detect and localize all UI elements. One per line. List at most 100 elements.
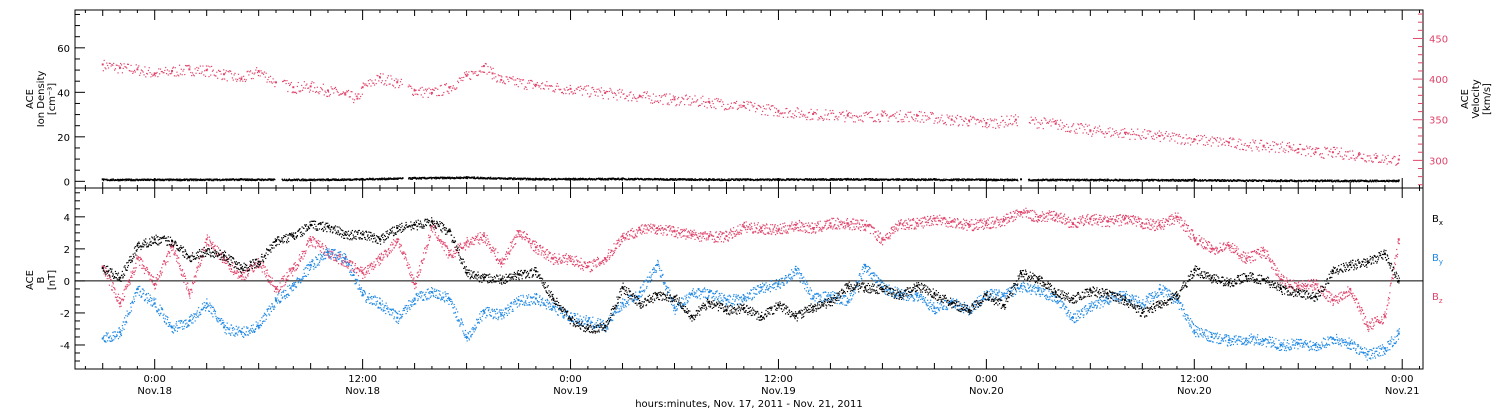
velocity-series-sample xyxy=(1218,141,1220,143)
velocity-series-sample xyxy=(345,91,347,94)
density-series-sample xyxy=(552,178,555,181)
velocity-series-sample xyxy=(704,101,707,103)
density-series-sample xyxy=(1078,180,1080,182)
velocity-series-sample xyxy=(690,102,693,104)
velocity-series-sample xyxy=(869,116,871,119)
velocity-series-sample xyxy=(1319,153,1322,155)
density-series-sample xyxy=(1152,180,1154,182)
velocity-series-sample xyxy=(1306,147,1309,149)
velocity-series-sample xyxy=(542,87,545,90)
density-series-sample xyxy=(263,178,265,181)
density-series-sample xyxy=(163,179,165,181)
velocity-series-sample xyxy=(1088,124,1090,126)
density-series-sample xyxy=(1098,180,1100,182)
density-series-sample xyxy=(818,179,820,181)
velocity-series-sample xyxy=(702,95,704,97)
density-series-sample xyxy=(631,179,634,181)
velocity-series-sample xyxy=(1212,142,1214,144)
density-series-sample xyxy=(245,179,247,181)
density-series-sample xyxy=(1065,179,1067,181)
density-series-sample xyxy=(327,179,330,181)
density-series-sample xyxy=(286,178,288,180)
density-series-sample xyxy=(294,179,296,182)
density-series-sample xyxy=(831,178,834,180)
density-series-sample xyxy=(458,176,461,178)
density-series-sample xyxy=(853,178,855,180)
density-series-sample xyxy=(706,179,708,181)
velocity-series-sample xyxy=(217,69,220,71)
velocity-series-sample xyxy=(1315,147,1317,149)
velocity-series-sample xyxy=(1158,130,1160,132)
velocity-series-sample xyxy=(1135,134,1137,136)
velocity-series-sample xyxy=(894,113,896,115)
density-series-sample xyxy=(1135,178,1137,181)
density-series-sample xyxy=(982,178,984,180)
velocity-series-sample xyxy=(1303,148,1305,150)
density-series-sample xyxy=(380,177,383,179)
density-series-sample xyxy=(832,179,834,181)
density-series-sample xyxy=(709,179,711,181)
velocity-series-sample xyxy=(502,80,505,82)
velocity-series-sample xyxy=(1048,120,1050,123)
density-series-sample xyxy=(178,180,180,182)
velocity-series-sample xyxy=(1007,125,1009,127)
density-series-sample xyxy=(162,178,164,180)
density-series-sample xyxy=(816,179,819,181)
velocity-series-sample xyxy=(1123,136,1125,138)
velocity-series-sample xyxy=(1079,123,1082,125)
density-series-sample xyxy=(741,179,743,181)
velocity-series-sample xyxy=(1225,140,1227,142)
density-series-sample xyxy=(738,178,740,180)
density-series-sample xyxy=(310,178,312,180)
density-series-sample xyxy=(1016,178,1018,180)
density-series-sample xyxy=(489,178,491,180)
density-series-sample xyxy=(1095,180,1098,182)
velocity-series-sample xyxy=(1373,154,1375,156)
velocity-series-sample xyxy=(736,100,738,103)
velocity-series-sample xyxy=(306,83,308,85)
density-series-sample xyxy=(758,179,760,181)
density-series-sample xyxy=(740,178,742,180)
density-series-sample xyxy=(1040,178,1042,181)
velocity-series-sample xyxy=(241,76,243,78)
velocity-series-sample xyxy=(1252,139,1254,141)
velocity-series-sample xyxy=(1264,146,1266,149)
velocity-series-sample xyxy=(639,96,642,98)
velocity-series-sample xyxy=(864,114,866,117)
density-series-sample xyxy=(654,177,656,180)
density-series-sample xyxy=(528,179,530,181)
density-series-sample xyxy=(737,178,739,180)
velocity-series-sample xyxy=(1050,125,1052,127)
velocity-series-sample xyxy=(693,101,695,103)
velocity-series-sample xyxy=(756,108,758,110)
velocity-series-sample xyxy=(1138,135,1141,137)
velocity-series-sample xyxy=(153,74,156,76)
density-series-sample xyxy=(511,178,514,181)
density-series-sample xyxy=(696,179,698,182)
velocity-series-sample xyxy=(396,81,398,83)
density-series-sample xyxy=(1145,179,1147,182)
density-series-sample xyxy=(783,178,785,181)
density-series-sample xyxy=(791,179,793,181)
density-series-sample xyxy=(129,179,131,181)
velocity-series-sample xyxy=(1358,152,1361,154)
velocity-series-sample xyxy=(1152,135,1154,137)
b-tick-label: -4 xyxy=(60,341,70,352)
density-series-sample xyxy=(1049,180,1051,182)
velocity-series-sample xyxy=(593,88,595,91)
velocity-series-point xyxy=(708,100,711,103)
velocity-series-sample xyxy=(160,71,162,73)
velocity-series-sample xyxy=(265,72,267,74)
density-series-sample xyxy=(308,178,310,180)
density-series-sample xyxy=(383,177,385,179)
velocity-series-sample xyxy=(710,106,713,109)
velocity-series-sample xyxy=(1124,128,1126,130)
velocity-series-sample xyxy=(971,117,973,119)
density-series-sample xyxy=(517,177,519,179)
density-series-sample xyxy=(728,178,730,180)
velocity-series-sample xyxy=(865,111,868,113)
velocity-series-sample xyxy=(606,90,608,92)
density-series-sample xyxy=(329,179,331,182)
density-series-sample xyxy=(942,179,944,182)
density-series-sample xyxy=(727,179,729,181)
